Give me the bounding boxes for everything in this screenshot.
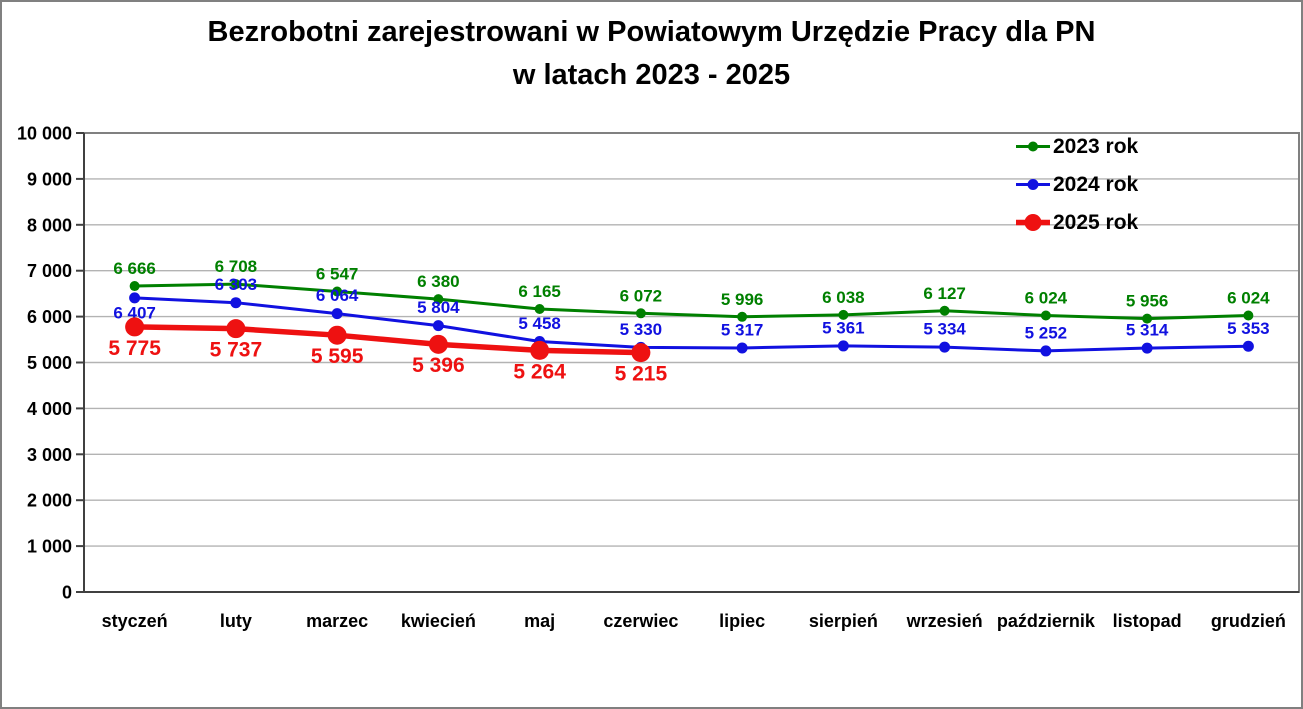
legend-label-2023: 2023 rok <box>1053 134 1139 158</box>
data-label: 6 303 <box>215 275 258 294</box>
data-label: 5 334 <box>923 320 966 339</box>
chart-title-line-1: Bezrobotni zarejestrowani w Powiatowym U… <box>207 16 1096 48</box>
chart-title-line-2: w latach 2023 - 2025 <box>512 59 791 91</box>
y-tick-label: 10 000 <box>17 124 72 144</box>
x-axis-label: lipiec <box>719 611 765 631</box>
series-line-2023-rok <box>133 282 1250 321</box>
data-label: 5 330 <box>620 320 663 339</box>
x-axis-label: wrzesień <box>906 611 983 631</box>
data-point-marker <box>631 343 651 363</box>
x-axis-label: marzec <box>306 611 368 631</box>
data-point-marker <box>1040 345 1052 357</box>
data-label: 6 547 <box>316 264 359 283</box>
data-label: 5 775 <box>108 337 161 360</box>
data-label: 6 407 <box>113 304 156 323</box>
y-tick-label: 6 000 <box>27 307 72 327</box>
data-label: 6 666 <box>113 259 156 278</box>
data-point-marker <box>433 294 444 305</box>
data-point-marker <box>332 286 343 297</box>
y-tick-label: 1 000 <box>27 537 72 557</box>
data-point-marker <box>737 311 748 322</box>
data-label: 5 264 <box>513 360 566 383</box>
data-label: 6 038 <box>822 288 865 307</box>
legend-marker-2023 <box>1016 141 1050 152</box>
legend-item-2023: 2023 rok <box>1016 134 1138 159</box>
data-label: 6 024 <box>1227 288 1270 307</box>
legend-item-2024: 2024 rok <box>1016 172 1138 197</box>
data-point-marker <box>230 297 242 309</box>
data-label: 5 737 <box>210 339 263 362</box>
legend-label-2024: 2024 rok <box>1053 172 1139 196</box>
data-point-marker <box>837 340 849 352</box>
data-point-marker <box>1142 313 1153 324</box>
y-tick-label: 5 000 <box>27 353 72 373</box>
legend-marker-2024 <box>1016 179 1050 190</box>
data-label: 6 380 <box>417 272 460 291</box>
data-point-marker <box>432 320 444 332</box>
data-label: 5 595 <box>311 345 364 368</box>
x-axis-label: październik <box>997 611 1096 631</box>
legend-marker-2025 <box>1016 214 1050 231</box>
data-point-marker <box>428 334 448 354</box>
series-line-2024-rok <box>133 296 1250 353</box>
chart-title: Bezrobotni zarejestrowani w Powiatowym U… <box>2 11 1301 97</box>
data-label: 5 804 <box>417 298 460 317</box>
y-tick-label: 9 000 <box>27 169 72 189</box>
data-point-marker <box>226 319 246 339</box>
x-axis-label: listopad <box>1113 611 1182 631</box>
data-label: 5 996 <box>721 290 764 309</box>
data-point-marker <box>129 292 141 304</box>
data-label: 5 215 <box>615 363 668 386</box>
data-point-marker <box>635 308 646 319</box>
x-axis-label: czerwiec <box>603 611 678 631</box>
data-point-marker <box>530 340 550 360</box>
data-point-marker <box>129 281 140 292</box>
data-label: 5 353 <box>1227 319 1270 338</box>
x-axis-label: maj <box>524 611 555 631</box>
y-tick-label: 8 000 <box>27 215 72 235</box>
data-label: 6 024 <box>1025 288 1068 307</box>
data-point-marker <box>939 341 951 353</box>
data-point-marker <box>331 308 343 320</box>
data-point-marker <box>939 305 950 316</box>
x-axis-label: grudzień <box>1211 611 1286 631</box>
data-point-marker <box>1040 310 1051 321</box>
data-point-marker <box>1242 340 1254 352</box>
legend-item-2025: 2025 rok <box>1016 210 1138 235</box>
data-point-marker <box>736 342 748 354</box>
data-label: 5 361 <box>822 318 865 337</box>
data-label: 5 314 <box>1126 321 1169 340</box>
data-label: 5 317 <box>721 320 764 339</box>
data-label: 5 956 <box>1126 292 1169 311</box>
data-point-marker <box>125 317 145 337</box>
data-label: 5 458 <box>518 314 561 333</box>
legend: 2023 rok 2024 rok 2025 rok <box>1016 134 1138 248</box>
x-axis-label: luty <box>220 611 252 631</box>
series-line-2025-rok <box>131 324 644 356</box>
data-label: 5 396 <box>412 354 465 377</box>
y-tick-label: 0 <box>62 583 72 603</box>
x-axis-label: sierpień <box>809 611 878 631</box>
data-label: 5 252 <box>1025 323 1068 342</box>
data-point-marker <box>327 325 347 345</box>
data-point-marker <box>1243 310 1254 321</box>
data-label: 6 165 <box>518 282 561 301</box>
data-label: 6 072 <box>620 286 663 305</box>
x-axis-label: styczeń <box>102 611 168 631</box>
y-tick-label: 3 000 <box>27 445 72 465</box>
data-point-marker <box>534 304 545 315</box>
data-label: 6 708 <box>215 257 258 276</box>
data-label: 6 127 <box>923 284 966 303</box>
y-tick-label: 7 000 <box>27 261 72 281</box>
data-point-marker <box>838 309 849 320</box>
x-axis-label: kwiecień <box>401 611 476 631</box>
data-label: 6 064 <box>316 286 359 305</box>
y-tick-label: 4 000 <box>27 399 72 419</box>
y-tick-label: 2 000 <box>27 491 72 511</box>
data-point-marker <box>1141 342 1153 354</box>
legend-label-2025: 2025 rok <box>1053 210 1139 234</box>
data-point-marker <box>230 279 241 290</box>
